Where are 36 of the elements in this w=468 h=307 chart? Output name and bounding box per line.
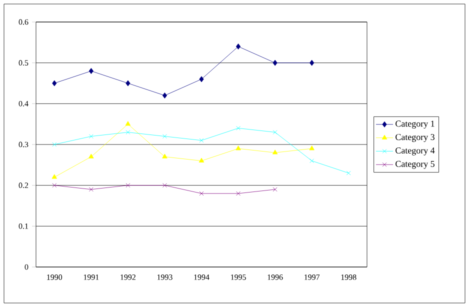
point <box>52 142 57 147</box>
point <box>236 126 240 130</box>
legend-label: Category 1 <box>396 120 434 129</box>
point <box>88 154 94 158</box>
point <box>125 121 131 126</box>
point <box>272 60 278 66</box>
point <box>272 150 278 154</box>
legend-label: Category 4 <box>396 147 435 156</box>
point <box>162 154 168 158</box>
point <box>52 183 57 188</box>
point <box>52 80 57 86</box>
legend-label: Category 5 <box>396 160 434 169</box>
point <box>236 44 241 50</box>
point <box>88 187 94 192</box>
point <box>272 130 278 134</box>
point <box>236 146 241 150</box>
point <box>199 138 204 143</box>
point <box>88 134 94 139</box>
point <box>346 170 351 176</box>
point <box>162 92 168 98</box>
point <box>88 68 94 74</box>
point <box>236 191 240 196</box>
point <box>162 134 167 139</box>
point <box>126 183 130 188</box>
point <box>198 158 204 162</box>
point <box>310 158 314 164</box>
legend-label: Category 3 <box>396 134 434 142</box>
point <box>126 80 130 86</box>
point <box>310 60 314 66</box>
point <box>126 130 130 134</box>
line-series <box>52 126 351 176</box>
point <box>52 174 58 179</box>
point <box>199 76 204 82</box>
point <box>162 183 167 188</box>
point <box>309 146 314 150</box>
point <box>272 187 278 192</box>
